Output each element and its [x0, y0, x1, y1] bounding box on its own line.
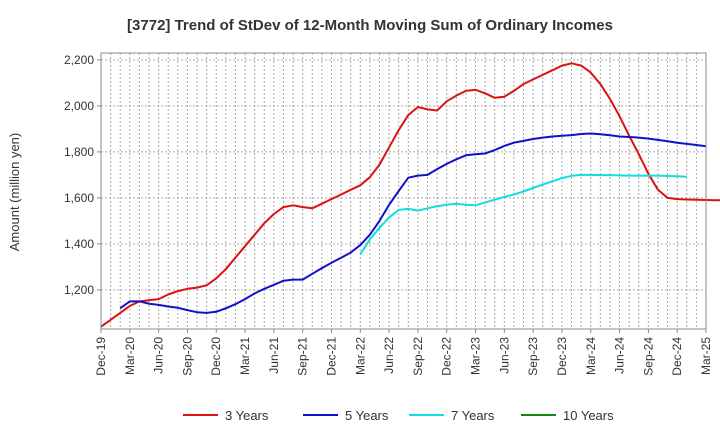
y-tick-label: 2,200	[64, 53, 94, 67]
x-tick-label: Jun-21	[267, 337, 281, 374]
x-tick-label: Jun-24	[613, 337, 627, 374]
x-tick-label: Mar-23	[469, 337, 483, 375]
x-tick-label: Sep-23	[526, 337, 540, 376]
x-axis-ticks: Dec-19 Mar-20 Jun-20 Sep-20 Dec-20 Mar-21 Jun-…	[94, 329, 713, 376]
legend-label: 7 Years	[451, 408, 495, 423]
y-tick-label: 1,800	[64, 145, 94, 159]
plot-frame	[100, 52, 707, 330]
series-line-7-years	[359, 173, 687, 255]
y-axis-ticks: 1,200 1,400 1,600 1,800 2,000 2,200	[64, 53, 101, 297]
legend-label: 5 Years	[345, 408, 389, 423]
grid	[101, 53, 706, 329]
x-tick-label: Mar-20	[123, 337, 137, 375]
y-tick-label: 1,400	[64, 237, 94, 251]
y-tick-label: 1,600	[64, 191, 94, 205]
legend-label: 10 Years	[563, 408, 614, 423]
y-tick-label: 1,200	[64, 283, 94, 297]
x-tick-label: Dec-23	[555, 337, 569, 376]
x-tick-label: Mar-22	[353, 337, 367, 375]
legend-label: 3 Years	[225, 408, 269, 423]
x-tick-label: Jun-22	[382, 337, 396, 374]
x-tick-label: Mar-21	[238, 337, 252, 375]
x-tick-label: Jun-20	[152, 337, 166, 374]
chart-title: [3772] Trend of StDev of 12-Month Moving…	[127, 17, 613, 34]
x-tick-label: Dec-22	[440, 337, 454, 376]
x-tick-label: Mar-25	[699, 337, 713, 375]
x-tick-label: Dec-21	[324, 337, 338, 376]
series-line-3-years	[100, 62, 720, 328]
x-tick-label: Sep-22	[411, 337, 425, 376]
x-tick-label: Dec-19	[94, 337, 108, 376]
y-tick-label: 2,000	[64, 99, 94, 113]
x-tick-label: Dec-20	[209, 337, 223, 376]
x-tick-label: Mar-24	[584, 337, 598, 375]
x-tick-label: Sep-24	[641, 337, 655, 376]
legend: 3 Years 5 Years 7 Years 10 Years	[183, 408, 614, 423]
x-tick-label: Sep-21	[296, 337, 310, 376]
x-tick-label: Sep-20	[180, 337, 194, 376]
x-tick-label: Dec-24	[670, 337, 684, 376]
series-layer	[100, 62, 720, 328]
x-tick-label: Jun-23	[497, 337, 511, 374]
y-axis-label: Amount (million yen)	[7, 133, 22, 252]
series-line-5-years	[119, 132, 707, 314]
